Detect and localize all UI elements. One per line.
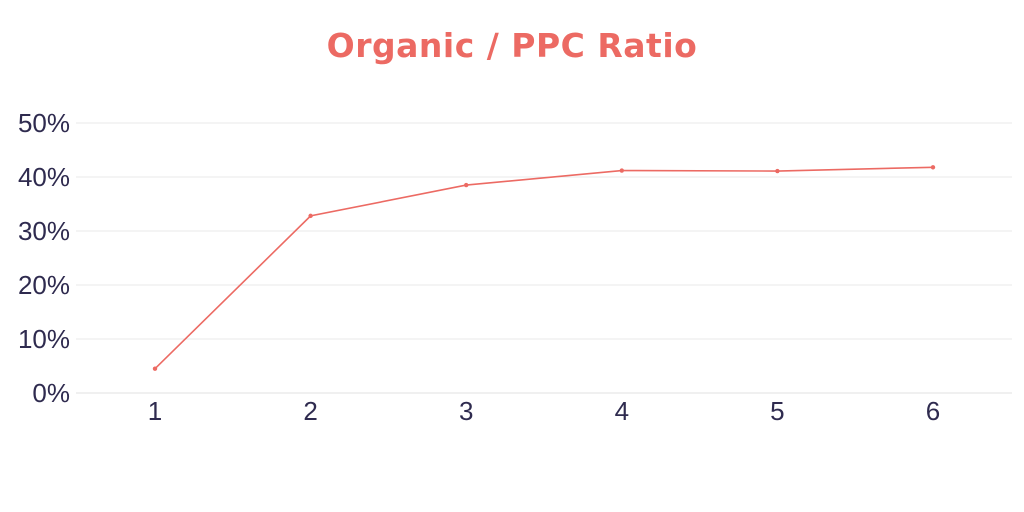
data-point [775, 168, 780, 174]
chart-title: Organic / PPC Ratio [326, 26, 698, 65]
x-tick-label: 6 [926, 396, 940, 426]
y-axis-ticks: 0% 10% 20% 30% 40% 50% [18, 108, 70, 408]
y-tick-label: 50% [18, 108, 70, 138]
data-point [464, 182, 469, 188]
y-tick-label: 40% [18, 162, 70, 192]
data-point [930, 165, 936, 170]
data-point [619, 168, 624, 173]
series-layer [152, 165, 936, 371]
x-tick-label: 2 [303, 396, 317, 426]
x-tick-label: 1 [148, 396, 162, 426]
y-tick-label: 30% [18, 216, 70, 246]
series-line [154, 166, 934, 370]
y-tick-label: 20% [18, 270, 70, 300]
data-point [152, 366, 158, 371]
x-axis-ticks: 1 2 3 4 5 6 [148, 396, 940, 426]
x-tick-label: 3 [459, 396, 473, 426]
data-point [308, 213, 313, 219]
y-tick-label: 10% [18, 324, 70, 354]
grid-layer [76, 122, 1012, 394]
y-tick-label: 0% [32, 378, 70, 408]
x-tick-label: 5 [770, 396, 784, 426]
x-tick-label: 4 [615, 396, 629, 426]
